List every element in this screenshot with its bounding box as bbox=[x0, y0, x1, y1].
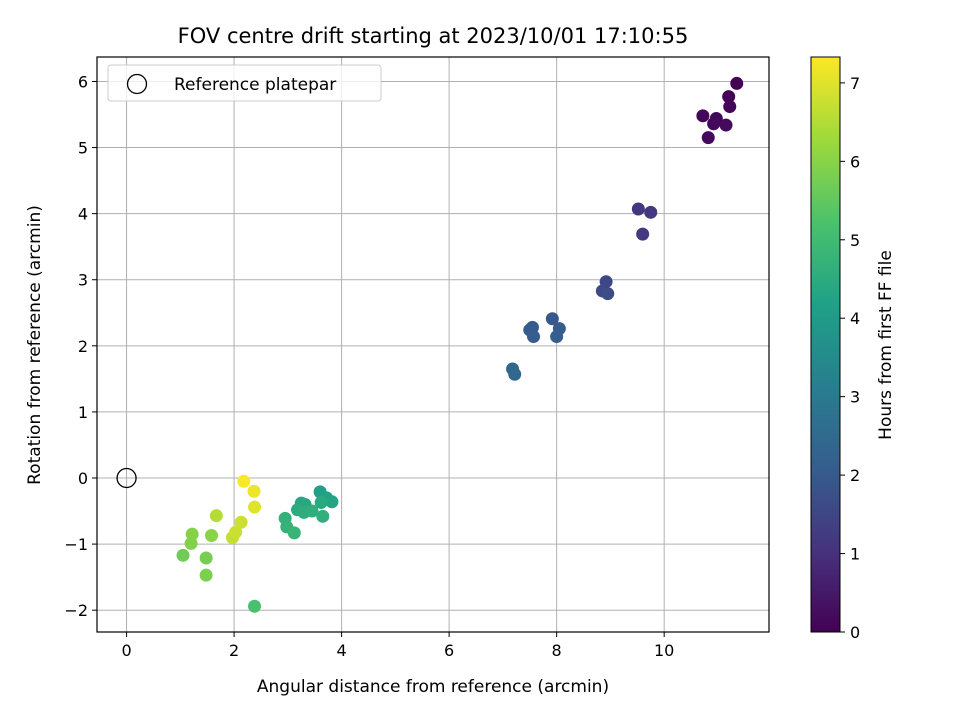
legend-box bbox=[107, 64, 382, 102]
colorbar-ticks: 0 1 2 3 4 5 6 7 bbox=[840, 74, 860, 642]
x-tick-label: 0 bbox=[121, 641, 131, 660]
data-point bbox=[644, 205, 658, 219]
y-tick-label: 5 bbox=[78, 139, 88, 158]
y-tick-label: 1 bbox=[78, 403, 88, 422]
x-axis-ticks: 0 2 4 6 8 10 bbox=[121, 632, 674, 660]
data-point bbox=[508, 367, 522, 381]
x-tick-label: 8 bbox=[552, 641, 562, 660]
data-point bbox=[545, 312, 559, 326]
data-point bbox=[631, 202, 645, 216]
x-tick-label: 6 bbox=[444, 641, 454, 660]
data-point bbox=[696, 109, 710, 123]
legend-reference-marker bbox=[126, 73, 148, 95]
data-point bbox=[287, 526, 301, 540]
y-axis-label: Rotation from reference (arcmin) bbox=[25, 205, 45, 485]
colorbar-tick-label: 5 bbox=[850, 231, 860, 250]
colorbar-tick-label: 1 bbox=[850, 545, 860, 564]
data-point bbox=[209, 509, 223, 523]
y-tick-label: −1 bbox=[64, 535, 88, 554]
x-tick-label: 4 bbox=[337, 641, 347, 660]
x-tick-label: 2 bbox=[229, 641, 239, 660]
data-point bbox=[550, 330, 564, 344]
data-point bbox=[248, 599, 262, 613]
y-tick-label: 6 bbox=[78, 72, 88, 91]
data-point bbox=[229, 525, 243, 539]
y-axis-ticks: −2 −1 0 1 2 3 4 5 6 bbox=[64, 72, 97, 620]
data-point bbox=[314, 495, 328, 509]
reference-platepar-marker bbox=[116, 467, 137, 489]
colorbar-gradient bbox=[810, 56, 841, 633]
data-point bbox=[234, 515, 248, 529]
data-point bbox=[527, 330, 541, 344]
grid-lines bbox=[97, 57, 769, 632]
x-tick-label: 10 bbox=[654, 641, 674, 660]
colorbar-tick-label: 2 bbox=[850, 466, 860, 485]
data-point bbox=[248, 500, 262, 514]
colorbar-tick-label: 7 bbox=[850, 74, 860, 93]
plot-frame bbox=[96, 56, 770, 633]
data-point bbox=[601, 287, 615, 301]
data-point bbox=[730, 76, 744, 90]
data-point bbox=[199, 568, 213, 582]
data-point bbox=[305, 504, 319, 518]
data-point bbox=[176, 548, 190, 562]
data-point bbox=[205, 529, 219, 543]
reference-marker-group bbox=[116, 467, 137, 489]
y-tick-label: 4 bbox=[78, 205, 88, 224]
data-point bbox=[316, 509, 330, 523]
data-point bbox=[199, 551, 213, 565]
x-axis-label: Angular distance from reference (arcmin) bbox=[257, 677, 609, 697]
y-tick-label: 2 bbox=[78, 337, 88, 356]
y-tick-label: 0 bbox=[78, 469, 88, 488]
data-point bbox=[247, 484, 261, 498]
chart-title: FOV centre drift starting at 2023/10/01 … bbox=[178, 24, 689, 48]
data-point bbox=[185, 527, 199, 541]
colorbar-label: Hours from first FF file bbox=[876, 250, 896, 440]
y-tick-label: −2 bbox=[64, 601, 88, 620]
data-points bbox=[176, 76, 744, 613]
data-point bbox=[719, 118, 733, 132]
colorbar-tick-label: 3 bbox=[850, 388, 860, 407]
y-tick-label: 3 bbox=[78, 271, 88, 290]
colorbar-tick-label: 4 bbox=[850, 309, 860, 328]
data-point bbox=[707, 117, 721, 131]
colorbar: 0 1 2 3 4 5 6 7 Hours from first FF file bbox=[810, 56, 896, 642]
colorbar-tick-label: 0 bbox=[850, 623, 860, 642]
data-point bbox=[723, 100, 737, 114]
data-point bbox=[237, 474, 251, 488]
data-point bbox=[722, 90, 736, 104]
legend: Reference platepar bbox=[107, 64, 382, 102]
colorbar-tick-label: 6 bbox=[850, 152, 860, 171]
data-point bbox=[701, 131, 715, 145]
data-point bbox=[325, 495, 339, 509]
data-point bbox=[636, 227, 650, 241]
legend-entry-reference: Reference platepar bbox=[174, 75, 336, 95]
